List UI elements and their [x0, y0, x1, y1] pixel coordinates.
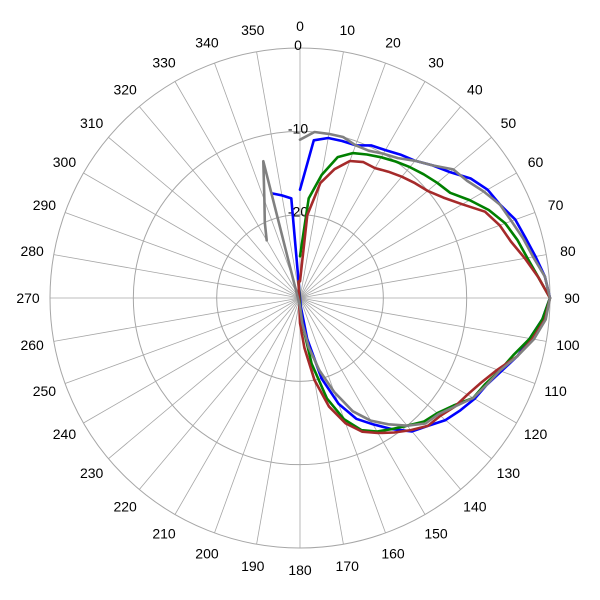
grid-spoke-21 — [174, 297, 301, 515]
angle-tick-label: 190 — [241, 558, 265, 574]
grid-spoke-10 — [299, 297, 547, 342]
series-line-2 — [297, 159, 552, 435]
grid-spoke-2 — [299, 62, 386, 299]
series-line-1 — [297, 151, 552, 433]
angle-tick-label: 130 — [497, 465, 521, 481]
angle-tick-label: 220 — [113, 498, 137, 514]
grid-spoke-20 — [214, 297, 301, 534]
angle-tick-label: 120 — [524, 426, 548, 442]
grid-spoke-26 — [53, 297, 301, 342]
grid-spoke-30 — [83, 172, 301, 299]
grid-spoke-5 — [299, 136, 492, 299]
grid-spoke-11 — [299, 297, 536, 384]
angle-tick-label: 70 — [548, 197, 564, 213]
grid-spoke-34 — [214, 62, 301, 299]
angle-tick-label: 250 — [33, 383, 57, 399]
angle-tick-label: 80 — [560, 243, 576, 259]
grid-spoke-25 — [64, 297, 301, 384]
angle-tick-label: 210 — [152, 526, 176, 542]
angle-tick-label: 230 — [80, 465, 104, 481]
grid-spoke-4 — [299, 106, 462, 299]
angle-tick-label: 350 — [241, 22, 265, 38]
angle-tick-labels: 0 10 20 30 40 50 60 70 80 90 100 110 120 130 140 150 160… — [16, 18, 580, 578]
angle-tick-label: 330 — [152, 54, 176, 70]
angle-tick-label: 240 — [53, 426, 77, 442]
angle-tick-label: 90 — [564, 290, 580, 306]
angle-tick-label: 110 — [544, 383, 567, 399]
angle-tick-label: 100 — [556, 337, 580, 353]
grid-spokes — [50, 48, 550, 548]
angle-tick-label: 140 — [463, 498, 487, 514]
grid-spoke-3 — [299, 81, 426, 299]
grid-spoke-23 — [108, 297, 301, 460]
angle-tick-label: 0 — [296, 18, 304, 34]
angle-tick-label: 40 — [467, 82, 483, 98]
grid-spoke-24 — [83, 297, 301, 424]
radial-tick-label: -10 — [288, 120, 308, 136]
grid-spoke-28 — [53, 254, 301, 299]
angle-tick-label: 30 — [428, 54, 444, 70]
angle-tick-label: 200 — [195, 546, 219, 562]
angle-tick-label: 280 — [20, 243, 44, 259]
grid-spoke-31 — [108, 136, 301, 299]
angle-tick-label: 260 — [20, 337, 44, 353]
angle-tick-label: 300 — [53, 154, 77, 170]
angle-tick-label: 160 — [381, 546, 405, 562]
series-line-3 — [261, 130, 552, 428]
grid-spoke-22 — [138, 297, 301, 490]
angle-tick-label: 340 — [195, 34, 219, 50]
radial-tick-label: 0 — [294, 37, 302, 53]
grid-spoke-6 — [299, 172, 517, 299]
angle-tick-label: 150 — [424, 526, 448, 542]
angle-tick-label: 270 — [16, 290, 40, 306]
grid-spoke-33 — [174, 81, 301, 299]
grid-spoke-32 — [138, 106, 301, 299]
grid-spoke-35 — [256, 51, 301, 299]
grid-spoke-7 — [299, 212, 536, 299]
angle-tick-label: 320 — [113, 82, 137, 98]
radial-tick-labels: 0-10-20 — [288, 37, 308, 220]
angle-tick-label: 20 — [385, 34, 401, 50]
grid-spoke-15 — [299, 297, 426, 515]
grid-spoke-14 — [299, 297, 462, 490]
series-layer — [261, 130, 552, 435]
grid-spoke-13 — [299, 297, 492, 460]
angle-tick-label: 10 — [339, 22, 355, 38]
grid-spoke-16 — [299, 297, 386, 534]
angle-tick-label: 180 — [288, 562, 312, 578]
angle-tick-label: 50 — [501, 115, 517, 131]
grid-spoke-12 — [299, 297, 517, 424]
grid-spoke-19 — [256, 297, 301, 545]
grid-spoke-8 — [299, 254, 547, 299]
angle-tick-label: 290 — [33, 197, 57, 213]
angle-tick-label: 170 — [336, 558, 360, 574]
grid-spoke-29 — [64, 212, 301, 299]
angle-tick-label: 60 — [528, 154, 544, 170]
angle-tick-label: 310 — [80, 115, 104, 131]
